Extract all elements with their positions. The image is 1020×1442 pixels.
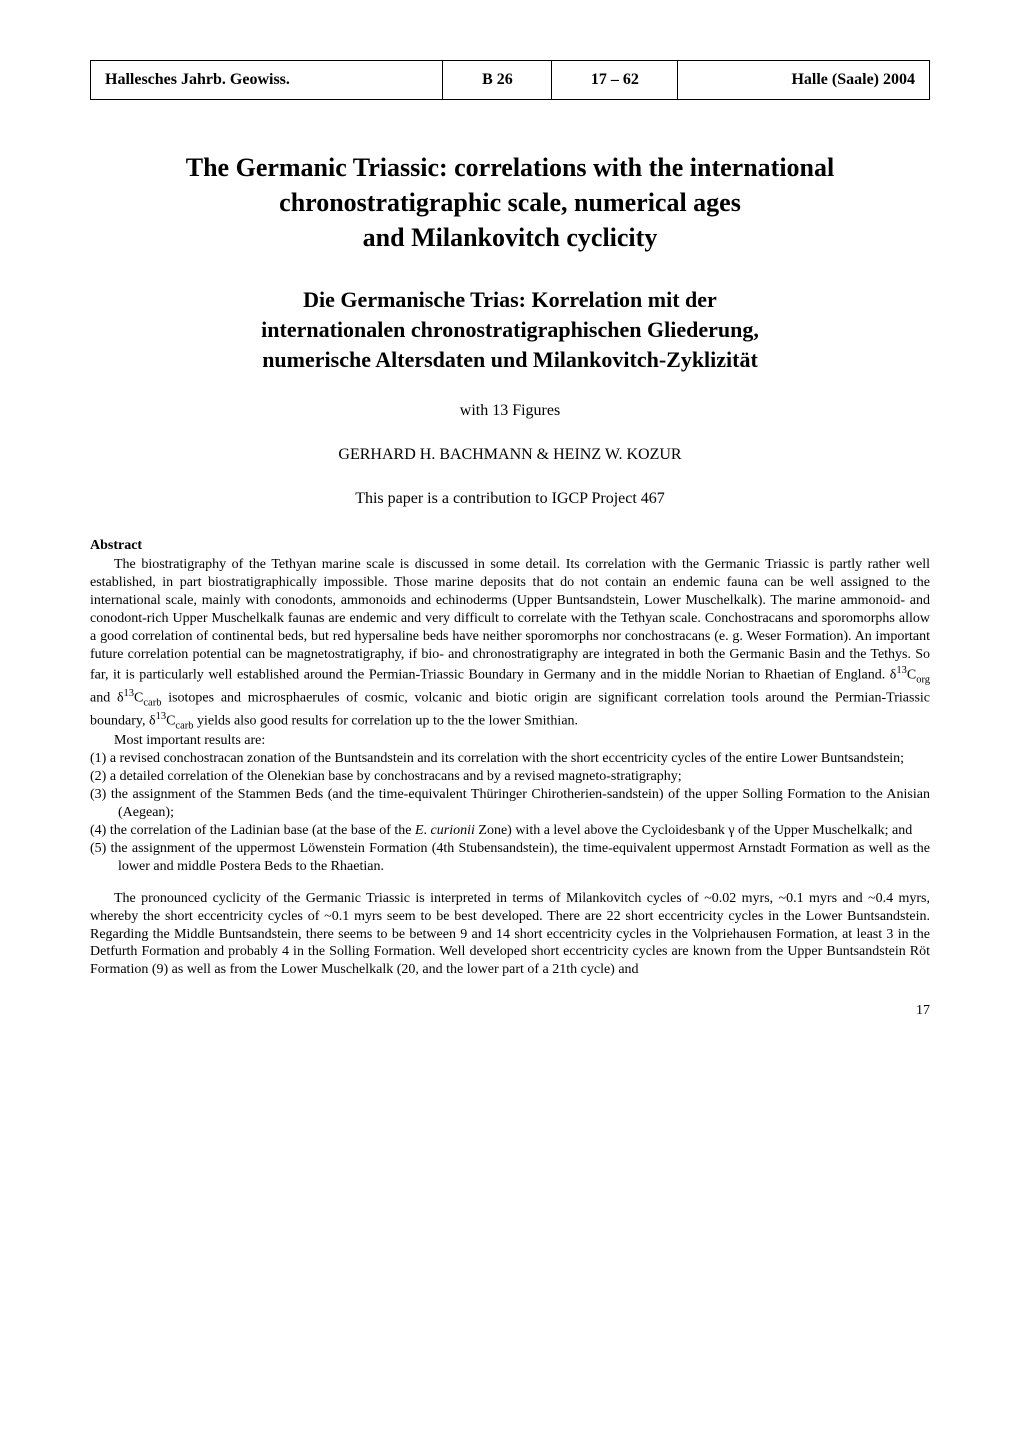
abstract-p1: The biostratigraphy of the Tethyan marin… [90, 556, 930, 732]
journal-header-table: Hallesches Jahrb. Geowiss. B 26 17 – 62 … [90, 60, 930, 100]
figures-count: with 13 Figures [90, 402, 930, 420]
page-number: 17 [90, 1003, 930, 1019]
title-line-3: and Milankovitch cyclicity [363, 223, 658, 252]
abstract-heading: Abstract [90, 538, 930, 554]
journal-location-year: Halle (Saale) 2004 [678, 61, 930, 100]
abstract-p2: Most important results are: [90, 732, 930, 750]
article-title: The Germanic Triassic: correlations with… [90, 150, 930, 255]
journal-name: Hallesches Jahrb. Geowiss. [91, 61, 443, 100]
article-subtitle: Die Germanische Trias: Korrelation mit d… [90, 285, 930, 374]
abstract-item-2: (2) a detailed correlation of the Olenek… [90, 768, 930, 786]
title-line-1: The Germanic Triassic: correlations with… [186, 153, 835, 182]
subtitle-line-3: numerische Altersdaten und Milankovitch-… [262, 347, 758, 372]
abstract-item-3: (3) the assignment of the Stammen Beds (… [90, 786, 930, 822]
subtitle-line-1: Die Germanische Trias: Korrelation mit d… [303, 287, 717, 312]
abstract-body: The biostratigraphy of the Tethyan marin… [90, 556, 930, 979]
abstract-item-1: (1) a revised conchostracan zonation of … [90, 750, 930, 768]
journal-pages: 17 – 62 [552, 61, 678, 100]
authors: GERHARD H. BACHMANN & HEINZ W. KOZUR [90, 446, 930, 464]
journal-volume: B 26 [443, 61, 552, 100]
contribution-note: This paper is a contribution to IGCP Pro… [90, 490, 930, 508]
title-line-2: chronostratigraphic scale, numerical age… [279, 188, 741, 217]
abstract-item-4: (4) the correlation of the Ladinian base… [90, 822, 930, 840]
abstract-item-5: (5) the assignment of the uppermost Löwe… [90, 840, 930, 876]
abstract-p3: The pronounced cyclicity of the Germanic… [90, 890, 930, 980]
author-text: GERHARD H. BACHMANN & HEINZ W. KOZUR [338, 446, 681, 463]
subtitle-line-2: internationalen chronostratigraphischen … [261, 317, 759, 342]
